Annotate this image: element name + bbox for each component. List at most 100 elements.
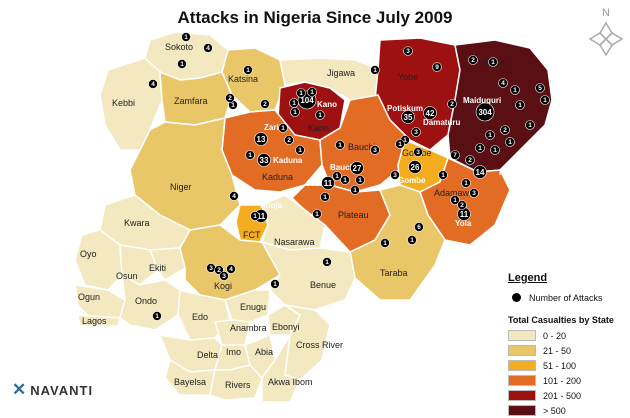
legend-casualties-title: Total Casualties by State [508, 315, 614, 325]
attack-dot [152, 311, 162, 321]
state-osun[interactable] [119, 244, 159, 286]
label-plateau: Plateau [338, 210, 369, 220]
attack-marker[interactable]: 1 [181, 32, 191, 42]
attack-marker[interactable]: 1 [152, 311, 162, 321]
state-lagos[interactable] [77, 314, 121, 327]
attack-marker[interactable]: 304 [475, 102, 495, 122]
attack-marker[interactable]: 11 [321, 176, 335, 190]
attack-marker[interactable]: 1 [340, 175, 350, 185]
attack-marker[interactable]: 27 [350, 161, 364, 175]
attack-marker[interactable]: 2 [260, 99, 270, 109]
attack-marker[interactable]: 1 [515, 100, 525, 110]
attack-marker[interactable]: 1 [243, 65, 253, 75]
attack-marker[interactable]: 9 [432, 62, 442, 72]
attack-marker[interactable]: 3 [411, 127, 421, 137]
attack-marker[interactable]: 1 [350, 185, 360, 195]
state-ekiti[interactable] [148, 247, 186, 282]
state-akwa-ibom[interactable] [261, 334, 302, 403]
attack-dot [457, 200, 467, 210]
attack-marker[interactable]: 1 [370, 65, 380, 75]
attack-marker[interactable]: 7 [450, 150, 460, 160]
attack-count: 1 [323, 194, 327, 201]
attack-marker[interactable]: 3 [370, 145, 380, 155]
attack-marker[interactable]: 4 [229, 191, 239, 201]
attack-marker[interactable]: 1 [250, 211, 260, 221]
state-ondo[interactable] [119, 273, 181, 331]
state-taraba[interactable] [349, 184, 446, 301]
attack-marker[interactable]: 1 [490, 145, 500, 155]
attack-marker[interactable]: 14 [473, 165, 487, 179]
attack-marker[interactable]: 35 [401, 110, 415, 124]
attack-dot [447, 99, 457, 109]
label-kaduna: Kaduna [262, 172, 293, 182]
attack-marker[interactable]: 1 [395, 139, 405, 149]
attack-marker[interactable]: 1 [270, 279, 280, 289]
attack-count: 1 [493, 147, 497, 154]
attack-marker[interactable]: 1 [510, 85, 520, 95]
attack-marker[interactable]: 1 [540, 95, 550, 105]
attack-marker[interactable]: 1 [315, 110, 325, 120]
state-oyo[interactable] [74, 229, 123, 291]
attack-count: 1 [508, 139, 512, 146]
attack-marker[interactable]: 1 [488, 57, 498, 67]
attack-marker[interactable]: 3 [469, 188, 479, 198]
attack-marker[interactable]: 3 [219, 271, 229, 281]
attack-marker[interactable]: 1 [335, 140, 345, 150]
attack-marker[interactable]: 1 [296, 88, 306, 98]
attack-marker[interactable]: 3 [390, 170, 400, 180]
attack-count: 2 [460, 202, 464, 209]
attack-marker[interactable]: 1 [307, 87, 317, 97]
attack-count: 1 [373, 67, 377, 74]
attack-marker[interactable]: 1 [475, 143, 485, 153]
attack-marker[interactable]: 2 [500, 125, 510, 135]
attack-marker[interactable]: 3 [206, 263, 216, 273]
attack-marker[interactable]: 2 [284, 135, 294, 145]
attack-marker[interactable]: 33 [257, 153, 271, 167]
attack-marker[interactable]: 1 [380, 238, 390, 248]
attack-marker[interactable]: 2 [465, 155, 475, 165]
attack-marker[interactable]: 1 [322, 257, 332, 267]
attack-marker[interactable]: 4 [226, 264, 236, 274]
attack-marker[interactable]: 1 [278, 123, 288, 133]
attack-marker[interactable]: 13 [254, 132, 268, 146]
attack-marker[interactable]: 5 [535, 83, 545, 93]
attack-marker[interactable]: 1 [450, 195, 460, 205]
attack-marker[interactable]: 1 [461, 178, 471, 188]
attack-marker[interactable]: 1 [355, 175, 365, 185]
attack-marker[interactable]: 1 [245, 150, 255, 160]
attack-marker[interactable]: 1 [407, 235, 417, 245]
attack-marker[interactable]: 1 [320, 192, 330, 202]
attack-marker[interactable]: 1 [525, 120, 535, 130]
attack-marker[interactable]: 2 [468, 55, 478, 65]
attack-count: 2 [263, 101, 267, 108]
attack-marker[interactable]: 4 [148, 79, 158, 89]
attack-marker[interactable]: 2 [457, 200, 467, 210]
attack-count: 1 [488, 132, 492, 139]
attack-marker[interactable]: 2 [447, 99, 457, 109]
attack-count: 1 [358, 177, 362, 184]
attack-marker[interactable]: 1 [312, 209, 322, 219]
attack-marker[interactable]: 1 [289, 98, 299, 108]
attack-marker[interactable]: 4 [203, 43, 213, 53]
attack-marker[interactable]: 1 [295, 145, 305, 155]
attack-marker[interactable]: 26 [408, 160, 422, 174]
attack-marker[interactable]: 4 [498, 78, 508, 88]
attack-marker[interactable]: 1 [290, 107, 300, 117]
attack-marker[interactable]: 3 [413, 147, 423, 157]
state-anambra[interactable] [214, 319, 251, 346]
attack-marker[interactable]: 1 [485, 130, 495, 140]
attack-marker[interactable]: 42 [423, 106, 437, 120]
attack-dot [515, 100, 525, 110]
attack-marker[interactable]: 1 [228, 100, 238, 110]
attack-marker[interactable]: 2 [225, 93, 235, 103]
attack-marker[interactable]: 1 [438, 170, 448, 180]
attack-marker[interactable]: 1 [177, 59, 187, 69]
attack-marker[interactable]: 1 [332, 171, 342, 181]
attack-marker[interactable]: 1 [505, 137, 515, 147]
state-rivers[interactable] [209, 364, 263, 401]
attack-marker[interactable]: 6 [414, 222, 424, 232]
attack-marker[interactable]: 3 [403, 46, 413, 56]
attack-marker[interactable]: 11 [457, 207, 471, 221]
city-bauchi: Bauchi [330, 163, 357, 172]
attack-count: 1 [298, 147, 302, 154]
